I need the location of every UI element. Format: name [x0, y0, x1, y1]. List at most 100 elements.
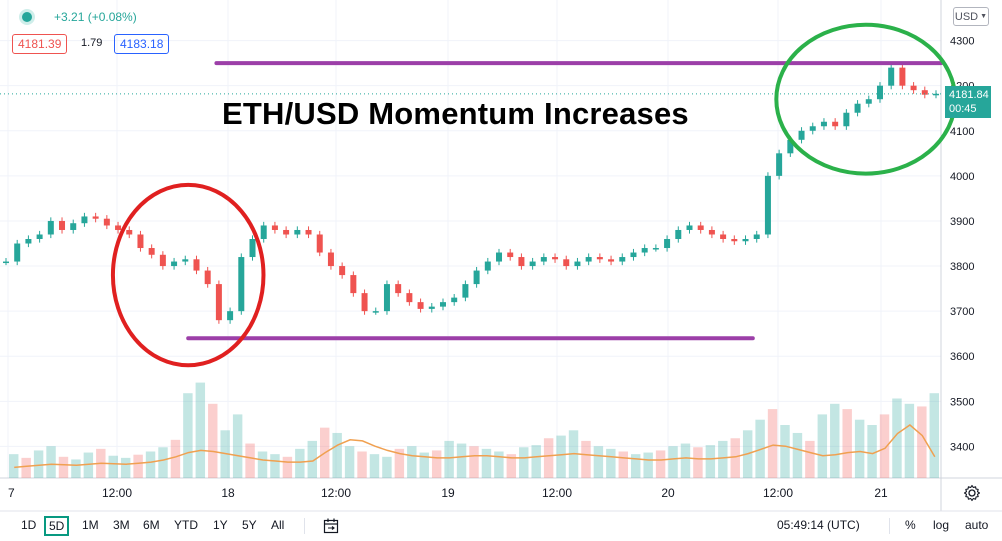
candle: [865, 99, 872, 104]
timeframe-ytd[interactable]: YTD: [174, 518, 198, 532]
volume-bar: [892, 398, 902, 478]
candle: [372, 311, 379, 313]
gear-icon[interactable]: [963, 484, 981, 502]
candle: [193, 259, 200, 271]
candle: [70, 223, 77, 230]
volume-bar: [867, 425, 877, 478]
candle: [350, 275, 357, 294]
candle: [25, 239, 32, 244]
bid-button[interactable]: 4181.39: [12, 34, 68, 54]
candle: [249, 239, 256, 258]
timeframe-3m[interactable]: 3M: [113, 518, 130, 532]
volume-bar: [494, 451, 504, 478]
x-tick-label: 21: [874, 486, 888, 500]
auto-toggle[interactable]: auto: [965, 518, 989, 532]
ask-button[interactable]: 4183.18: [114, 34, 170, 54]
candle: [36, 234, 43, 239]
y-tick-label: 4000: [950, 171, 974, 183]
candle: [294, 229, 301, 235]
volume-bar: [830, 403, 840, 478]
calendar-icon[interactable]: [322, 517, 340, 535]
log-toggle[interactable]: log: [933, 518, 950, 532]
candle: [585, 257, 592, 262]
x-tick-label: 19: [441, 486, 455, 500]
candle: [652, 248, 659, 250]
volume-bar: [842, 409, 852, 478]
percent-toggle[interactable]: %: [905, 518, 916, 532]
candle: [238, 257, 245, 312]
candle: [339, 266, 346, 276]
volume-bar: [730, 438, 740, 478]
volume-bar: [817, 414, 828, 478]
volume-bar: [854, 419, 865, 478]
volume-bar: [904, 403, 915, 478]
candle: [260, 225, 267, 239]
timeframe-1y[interactable]: 1Y: [213, 518, 228, 532]
volume-bar: [419, 452, 429, 478]
timeframe-1m[interactable]: 1M: [82, 518, 99, 532]
volume-bar: [71, 459, 81, 478]
volume-bar: [382, 456, 392, 478]
timeframe-5d[interactable]: 5D: [44, 516, 70, 536]
candle: [854, 103, 861, 113]
volume-bar: [444, 440, 454, 478]
timeframe-5y[interactable]: 5Y: [242, 518, 257, 532]
candle: [428, 306, 435, 309]
candle: [675, 229, 682, 239]
currency-select[interactable]: USD ▼: [953, 7, 989, 26]
volume-bar: [643, 452, 653, 478]
candle: [462, 284, 469, 298]
timeframe-all[interactable]: All: [271, 518, 285, 532]
candle: [619, 257, 626, 262]
candle: [686, 225, 693, 230]
utc-clock[interactable]: 05:49:14 (UTC): [777, 518, 860, 532]
timeframe-6m[interactable]: 6M: [143, 518, 160, 532]
y-tick-label: 3900: [950, 216, 974, 228]
volume-ma-line: [14, 424, 936, 469]
toolbar-divider: [304, 518, 305, 534]
volume-bar: [407, 446, 417, 478]
candle: [271, 225, 278, 230]
volume-bar: [295, 448, 305, 478]
volume-bar: [33, 450, 44, 478]
candle: [843, 112, 850, 127]
green-highlight-circle[interactable]: [774, 22, 958, 176]
timeframe-1d[interactable]: 1D: [21, 518, 37, 532]
candle: [14, 243, 21, 262]
candle: [753, 234, 760, 239]
candle: [484, 261, 491, 271]
last-price: 4181.84: [949, 89, 989, 101]
candle: [182, 259, 189, 262]
volume-bar: [9, 454, 19, 478]
candle: [496, 252, 503, 262]
volume-bar: [270, 454, 280, 478]
candle: [227, 311, 234, 321]
volume-bar: [195, 382, 206, 478]
volume-bar: [158, 447, 168, 478]
volume-bar: [456, 443, 467, 478]
volume-bar: [917, 406, 927, 478]
y-tick-label: 3800: [950, 261, 974, 273]
volume-bar: [431, 450, 442, 478]
candle: [731, 239, 738, 242]
volume-bar: [344, 446, 355, 478]
candle: [697, 225, 704, 230]
candle: [798, 130, 805, 140]
volume-bar: [208, 403, 218, 478]
candle: [115, 225, 122, 230]
candle: [159, 254, 166, 267]
volume-bar: [531, 445, 541, 478]
red-highlight-circle[interactable]: [110, 182, 266, 368]
volume-bar: [556, 435, 566, 478]
volume-bar: [780, 425, 790, 478]
candle: [809, 126, 816, 131]
candle: [596, 257, 603, 260]
chevron-down-icon: ▼: [980, 13, 988, 20]
candle: [327, 252, 334, 267]
candle: [3, 261, 9, 264]
chart-headline: ETH/USD Momentum Increases: [222, 96, 689, 131]
volume-bar: [481, 448, 492, 478]
volume-bar: [581, 440, 591, 478]
candle: [832, 121, 839, 127]
